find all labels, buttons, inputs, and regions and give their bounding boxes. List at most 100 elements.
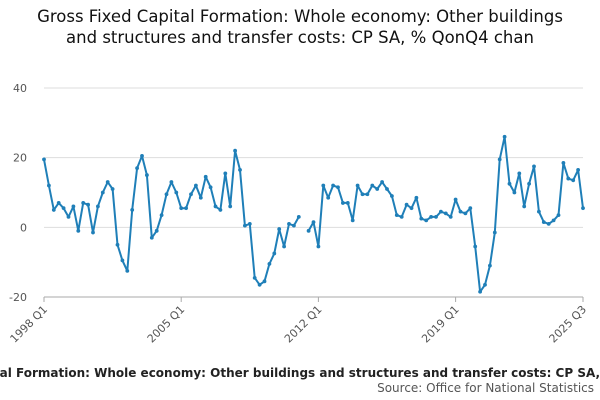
data-point[interactable]: [448, 214, 453, 219]
data-point[interactable]: [311, 220, 316, 225]
data-point[interactable]: [208, 185, 213, 190]
data-point[interactable]: [463, 211, 468, 216]
data-point[interactable]: [399, 214, 404, 219]
data-point[interactable]: [198, 195, 203, 200]
data-point[interactable]: [551, 218, 556, 223]
data-point[interactable]: [296, 214, 301, 219]
data-point[interactable]: [341, 201, 345, 205]
data-point[interactable]: [537, 209, 541, 214]
data-point[interactable]: [532, 164, 536, 169]
data-point[interactable]: [174, 190, 179, 195]
data-point[interactable]: [125, 268, 130, 273]
data-point[interactable]: [581, 206, 585, 211]
data-point[interactable]: [492, 230, 497, 235]
data-point[interactable]: [541, 220, 546, 225]
data-point[interactable]: [252, 275, 257, 280]
data-point[interactable]: [159, 213, 164, 218]
data-point[interactable]: [443, 211, 448, 216]
data-point[interactable]: [473, 244, 478, 249]
data-point[interactable]: [262, 279, 267, 284]
data-point[interactable]: [566, 176, 571, 181]
data-point[interactable]: [522, 204, 527, 209]
data-point[interactable]: [497, 157, 502, 162]
data-point[interactable]: [458, 209, 463, 214]
data-point[interactable]: [149, 235, 154, 240]
data-point[interactable]: [517, 171, 522, 176]
data-point[interactable]: [51, 208, 56, 212]
data-point[interactable]: [414, 195, 419, 200]
data-point[interactable]: [331, 183, 335, 188]
data-point[interactable]: [228, 204, 233, 209]
data-point[interactable]: [385, 187, 389, 191]
data-point[interactable]: [292, 223, 296, 228]
data-point[interactable]: [243, 223, 247, 228]
data-point[interactable]: [424, 218, 429, 223]
data-point[interactable]: [321, 183, 326, 188]
data-point[interactable]: [512, 190, 517, 195]
data-point[interactable]: [100, 190, 105, 195]
data-point[interactable]: [247, 221, 252, 226]
data-point[interactable]: [189, 192, 193, 197]
data-point[interactable]: [434, 214, 438, 219]
data-point[interactable]: [238, 167, 242, 172]
data-point[interactable]: [336, 185, 340, 190]
data-point[interactable]: [194, 183, 198, 188]
data-point[interactable]: [282, 244, 286, 249]
data-point[interactable]: [140, 154, 144, 158]
data-point[interactable]: [488, 263, 492, 268]
data-point[interactable]: [404, 202, 409, 207]
data-point[interactable]: [277, 227, 282, 231]
data-point[interactable]: [218, 208, 223, 212]
data-point[interactable]: [556, 213, 561, 218]
data-point[interactable]: [571, 178, 576, 183]
data-point[interactable]: [355, 183, 360, 188]
data-point[interactable]: [257, 282, 262, 287]
data-point[interactable]: [345, 201, 350, 205]
data-point[interactable]: [110, 187, 115, 191]
data-point[interactable]: [483, 282, 487, 287]
data-point[interactable]: [419, 216, 424, 221]
data-point[interactable]: [468, 206, 473, 211]
data-point[interactable]: [213, 204, 218, 209]
data-point[interactable]: [203, 174, 208, 179]
data-point[interactable]: [81, 201, 86, 205]
data-point[interactable]: [71, 204, 76, 209]
data-point[interactable]: [66, 214, 71, 219]
data-point[interactable]: [360, 192, 365, 197]
data-point[interactable]: [326, 195, 331, 200]
data-point[interactable]: [267, 262, 272, 266]
data-point[interactable]: [154, 228, 159, 233]
data-point[interactable]: [164, 192, 169, 197]
data-point[interactable]: [56, 201, 61, 205]
data-point[interactable]: [169, 180, 174, 184]
data-point[interactable]: [86, 202, 90, 207]
data-point[interactable]: [375, 187, 380, 191]
data-point[interactable]: [390, 194, 394, 198]
data-point[interactable]: [130, 208, 135, 212]
data-point[interactable]: [287, 221, 291, 226]
data-point[interactable]: [184, 206, 189, 211]
data-point[interactable]: [223, 171, 228, 176]
data-point[interactable]: [96, 204, 100, 209]
data-point[interactable]: [380, 180, 384, 184]
data-point[interactable]: [409, 206, 414, 211]
data-point[interactable]: [306, 228, 311, 233]
data-point[interactable]: [507, 181, 512, 186]
data-point[interactable]: [42, 157, 46, 162]
data-point[interactable]: [115, 242, 120, 247]
data-point[interactable]: [105, 180, 110, 184]
data-point[interactable]: [120, 258, 125, 263]
data-point[interactable]: [370, 183, 375, 188]
data-point[interactable]: [272, 251, 277, 256]
data-point[interactable]: [561, 160, 566, 165]
data-point[interactable]: [135, 166, 140, 171]
data-point[interactable]: [429, 214, 433, 219]
data-point[interactable]: [61, 206, 66, 211]
data-point[interactable]: [394, 213, 399, 218]
data-point[interactable]: [439, 209, 443, 214]
data-point[interactable]: [478, 289, 482, 294]
data-point[interactable]: [316, 244, 321, 249]
data-point[interactable]: [527, 181, 531, 186]
data-point[interactable]: [576, 167, 580, 172]
data-point[interactable]: [546, 221, 551, 226]
